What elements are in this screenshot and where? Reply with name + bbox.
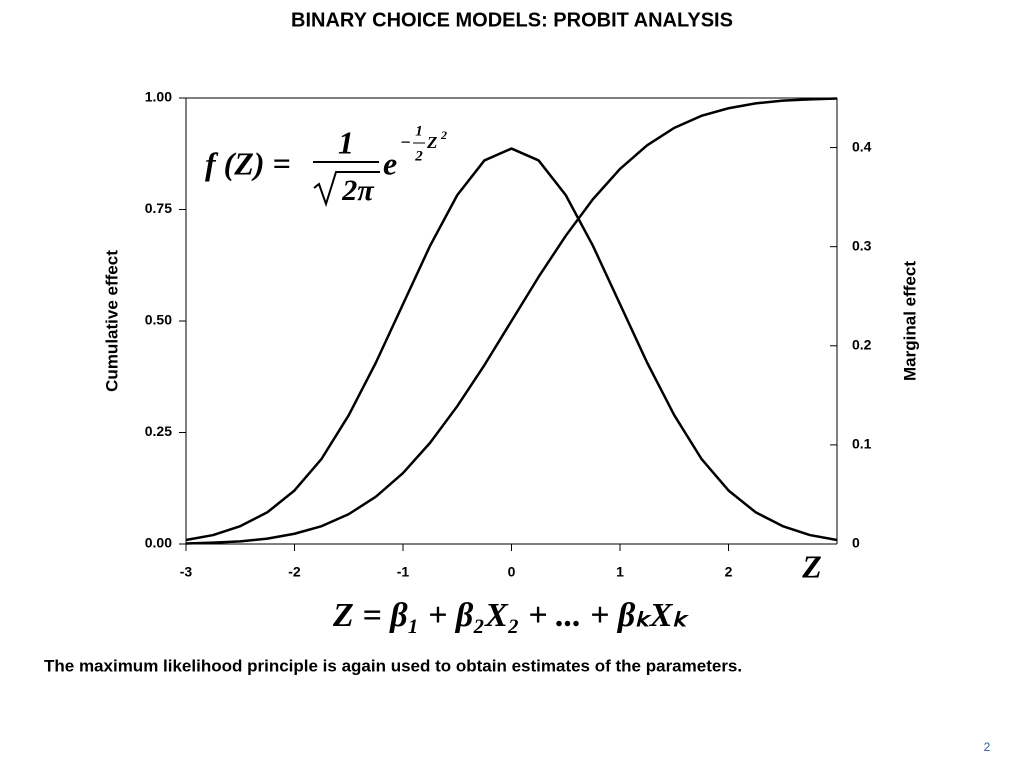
chart-title: BINARY CHOICE MODELS: PROBIT ANALYSIS: [291, 9, 733, 31]
footnote: The maximum likelihood principle is agai…: [44, 656, 742, 675]
x-tick-label: 2: [725, 564, 733, 580]
formula-exp-pow: 2: [440, 128, 447, 142]
series-line: [185, 97, 838, 545]
index-formula: Z = β₁ + β₂X₂ + ... + βₖXₖ: [332, 597, 689, 634]
x-tick-label: 0: [508, 564, 516, 580]
y2-tick-label: 0.3: [852, 237, 872, 253]
y-tick-label: 0.25: [145, 423, 172, 439]
y2-tick-label: 0.4: [852, 138, 872, 154]
y2-tick-label: 0.2: [852, 336, 872, 352]
y2-tick-label: 0: [852, 535, 860, 551]
y-axis-label: Cumulative effect: [102, 250, 121, 392]
formula-denominator: 2π: [341, 174, 374, 207]
x-axis-label: Z: [801, 548, 822, 584]
y-tick-label: 0.75: [145, 200, 172, 216]
y2-tick-label: 0.1: [852, 436, 872, 452]
formula-lhs: f (Z) =: [205, 145, 291, 181]
page-number: 2: [984, 740, 991, 754]
y-tick-label: 0.50: [145, 312, 172, 328]
x-tick-label: -2: [288, 564, 301, 580]
radical-sign: [313, 171, 380, 208]
y-tick-label: 1.00: [145, 89, 172, 105]
formula-numerator: 1: [338, 124, 354, 160]
formula-exp-var: Z: [426, 133, 437, 152]
x-tick-label: -1: [397, 564, 410, 580]
formula-exp-num: 1: [415, 123, 423, 139]
formula-exp-sign: −: [400, 132, 411, 152]
y2-axis-label: Marginal effect: [900, 261, 919, 381]
x-tick-label: 1: [616, 564, 624, 580]
y-tick-label: 0.00: [145, 535, 172, 551]
density-formula: f (Z) = 1 2π e − 1 2 Z 2: [205, 123, 447, 208]
x-tick-label: -3: [180, 564, 193, 580]
formula-base: e: [383, 145, 397, 181]
formula-exp-den: 2: [414, 148, 423, 164]
series-line: [185, 147, 838, 542]
